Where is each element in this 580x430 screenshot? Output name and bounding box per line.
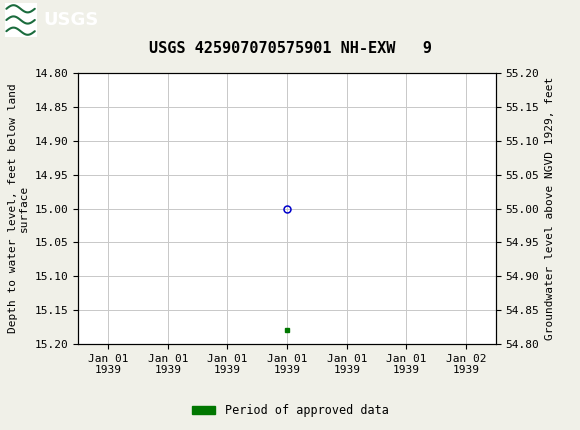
Text: USGS 425907070575901 NH-EXW   9: USGS 425907070575901 NH-EXW 9 <box>148 41 432 56</box>
Y-axis label: Depth to water level, feet below land
surface: Depth to water level, feet below land su… <box>8 84 29 333</box>
Y-axis label: Groundwater level above NGVD 1929, feet: Groundwater level above NGVD 1929, feet <box>545 77 555 340</box>
Legend: Period of approved data: Period of approved data <box>187 399 393 422</box>
Bar <box>5 3 37 37</box>
Text: USGS: USGS <box>44 11 99 29</box>
